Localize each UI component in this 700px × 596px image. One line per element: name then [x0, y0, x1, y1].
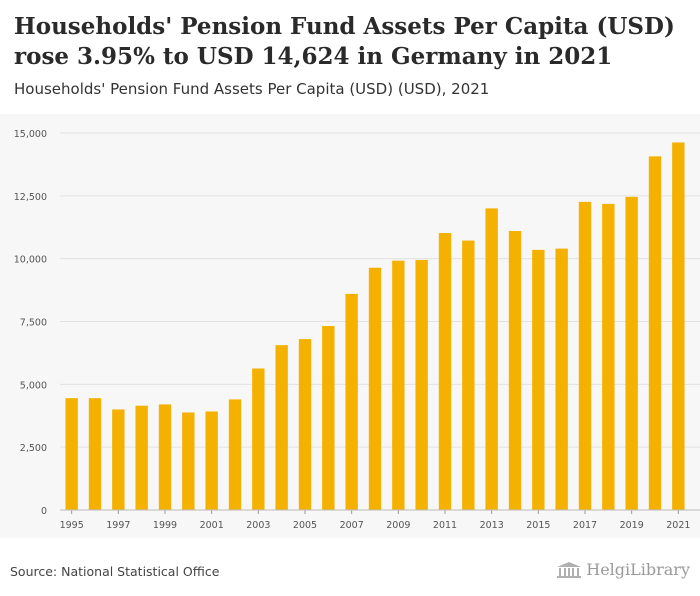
bar-2016: [555, 248, 568, 510]
bar-1999: [158, 404, 172, 510]
bar-1998: [135, 405, 148, 510]
bar-2018: [602, 203, 615, 510]
brand-name: HelgiLibrary: [586, 560, 690, 579]
bar-2014: [508, 231, 522, 510]
x-tick-label: 2001: [200, 520, 224, 531]
x-tick-label: 2017: [573, 520, 597, 531]
chart-footer: [0, 538, 700, 596]
y-tick-label: 15,000: [14, 129, 47, 140]
bar-2012: [462, 240, 475, 510]
bar-1997: [112, 409, 125, 510]
x-tick-label: 2003: [246, 520, 270, 531]
y-axis: 0 2,500 5,000 7,500 10,000 12,500 15,000: [14, 129, 47, 517]
source-note: Source: National Statistical Office: [10, 564, 220, 579]
x-tick-label: 1995: [60, 520, 84, 531]
bar-2021: [672, 142, 685, 510]
x-tick-label: 2019: [620, 520, 644, 531]
chart-title: Households' Pension Fund Assets Per Capi…: [14, 13, 675, 70]
bar-2001: [205, 411, 218, 510]
x-tick-label: 2015: [526, 520, 550, 531]
x-tick-label: 2007: [340, 520, 364, 531]
bar-2005: [298, 339, 312, 510]
bar-2013: [485, 208, 498, 510]
bars: [65, 142, 685, 510]
chart-header: Households' Pension Fund Assets Per Capi…: [0, 0, 700, 114]
brand-logo: HelgiLibrary: [556, 560, 690, 579]
bar-2004: [275, 345, 288, 510]
bar-2008: [368, 267, 382, 510]
bar-2003: [252, 368, 265, 510]
bar-2010: [415, 259, 428, 510]
bar-2017: [578, 201, 592, 510]
y-tick-label: 10,000: [14, 255, 47, 266]
x-tick-label: 2011: [433, 520, 457, 531]
y-tick-label: 7,500: [20, 318, 47, 329]
bar-2006: [322, 326, 335, 510]
bar-2002: [228, 399, 242, 510]
x-tick-label: 2005: [293, 520, 317, 531]
y-tick-label: 2,500: [20, 443, 47, 454]
y-tick-label: 12,500: [14, 192, 47, 203]
bar-1996: [88, 398, 102, 510]
x-axis: 1995 1997 1999 2001 2003 2005 2007 2009 2011 2013…: [60, 509, 700, 531]
bar-2011: [438, 233, 452, 510]
bar-2020: [648, 156, 662, 510]
x-tick-label: 1997: [106, 520, 130, 531]
x-tick-label: 1999: [153, 520, 177, 531]
y-tick-label: 5,000: [20, 380, 47, 391]
bar-2009: [392, 260, 405, 510]
x-tick-label: 2021: [666, 520, 690, 531]
bar-2019: [625, 196, 638, 510]
x-tick-label: 2009: [386, 520, 410, 531]
x-tick-label: 2013: [480, 520, 504, 531]
bar-2000: [182, 412, 195, 510]
chart-subtitle: Households' Pension Fund Assets Per Capi…: [14, 80, 490, 98]
bar-2015: [532, 249, 545, 510]
library-building-icon: [557, 561, 582, 578]
y-tick-label: 0: [41, 506, 47, 517]
bar-2007: [345, 293, 358, 510]
bar-1995: [65, 398, 78, 510]
